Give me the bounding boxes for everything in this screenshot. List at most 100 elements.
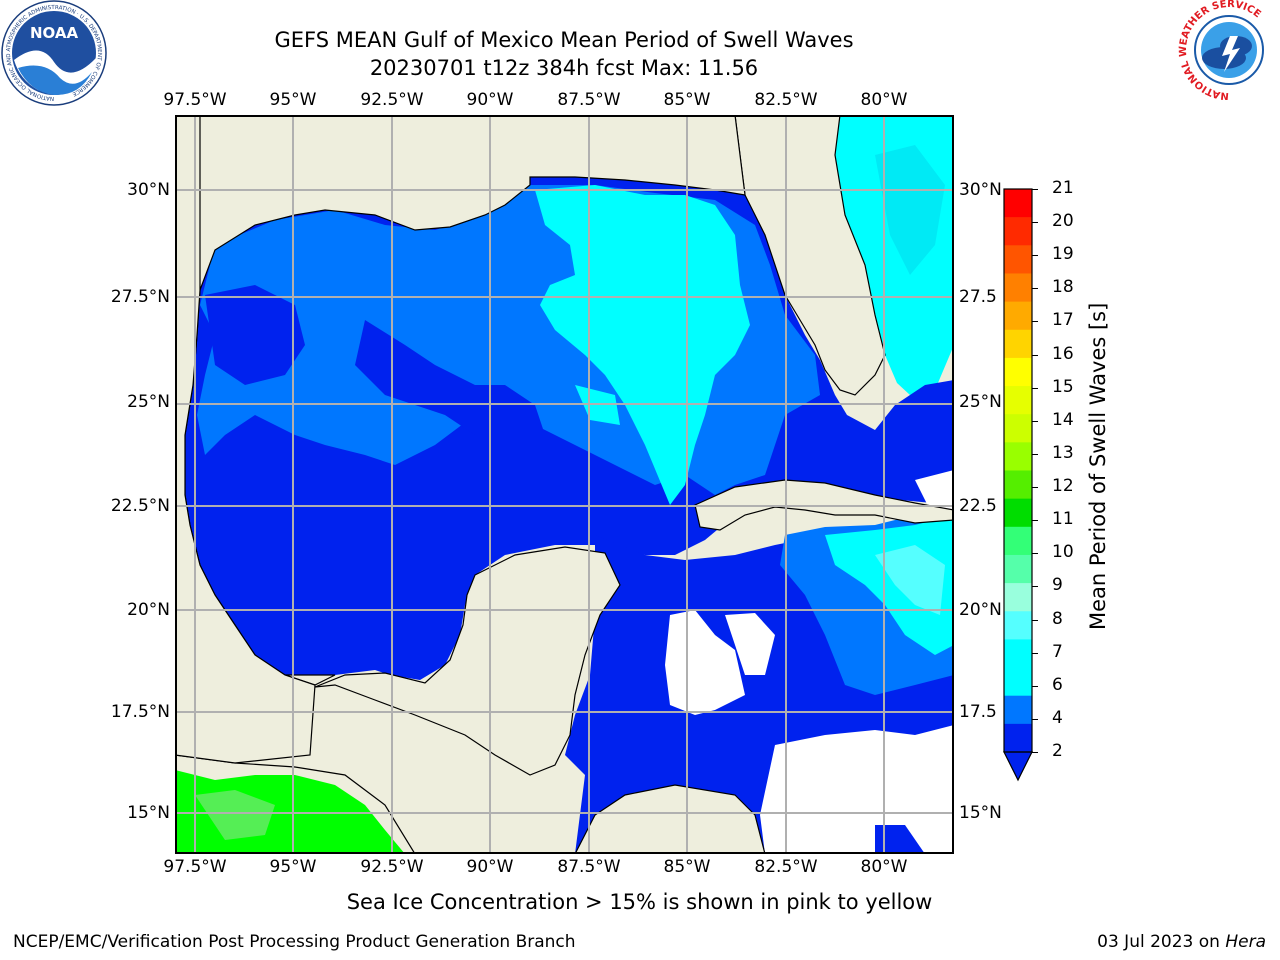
colorbar-swatch [1004, 470, 1032, 500]
colorbar-tick-mark [1032, 354, 1038, 356]
colorbar-tick-label: 11 [1052, 509, 1074, 530]
colorbar-swatch [1004, 273, 1032, 303]
colorbar-tick-label: 6 [1052, 674, 1063, 695]
colorbar-tick-mark [1032, 553, 1038, 555]
lon-label-bottom: 82.5°W [754, 857, 818, 877]
colorbar-swatch [1004, 498, 1032, 528]
colorbar-frame [1003, 188, 1033, 753]
noaa-logo: NOAA NATIONAL OCEANIC AND ATMOSPHERIC AD… [1, 0, 107, 106]
colorbar-swatch [1004, 301, 1032, 331]
lon-label-bottom: 97.5°W [163, 857, 227, 877]
lat-label-left: 30°N [127, 180, 170, 200]
footer-date: 03 Jul 2023 on Hera [1097, 932, 1266, 952]
map-gridlines [175, 115, 954, 854]
map-frame [175, 115, 954, 854]
colorbar-tick-label: 13 [1052, 442, 1074, 463]
colorbar-tick-mark [1032, 752, 1038, 753]
noaa-logo-text: NOAA [30, 24, 79, 42]
colorbar-tick-label: 15 [1052, 376, 1074, 397]
colorbar-tick-mark [1032, 619, 1038, 621]
yucatan-land [314, 546, 621, 776]
lat-label-right: 25°N [959, 392, 1002, 412]
colorbar-tick-mark [1032, 420, 1038, 422]
lat-label-right: 17.5 [959, 702, 997, 722]
lon-label-top: 97.5°W [163, 90, 227, 110]
colorbar-swatch [1004, 386, 1032, 415]
colorbar-swatch [1004, 245, 1032, 274]
lat-label-right: 30°N [959, 180, 1002, 200]
colorbar-tick-mark [1032, 520, 1038, 522]
colorbar-swatch [1004, 583, 1032, 612]
colorbar-tick-mark [1032, 222, 1038, 224]
colorbar-tick-mark [1032, 288, 1038, 290]
lon-label-bottom: 92.5°W [360, 857, 424, 877]
colorbar-tick-label: 10 [1052, 542, 1074, 563]
colorbar-tick-label: 18 [1052, 277, 1074, 298]
colorbar-tick-mark [1032, 652, 1038, 654]
colorbar-tick-mark [1032, 487, 1038, 489]
map-plot [175, 115, 954, 854]
colorbar-swatch [1004, 526, 1032, 556]
colorbar-tick-label: 14 [1052, 409, 1074, 430]
colorbar-swatch [1004, 639, 1032, 669]
lon-label-top: 85°W [663, 90, 711, 110]
colorbar-swatch [1004, 329, 1032, 359]
florida-land [734, 115, 886, 396]
colorbar-swatch [1004, 189, 1032, 218]
lon-label-top: 87.5°W [557, 90, 621, 110]
colorbar-tick-mark [1032, 718, 1038, 720]
lon-label-top: 82.5°W [754, 90, 818, 110]
colorbar-label: Mean Period of Swell Waves [s] [1086, 302, 1110, 630]
colorbar-tick-label: 7 [1052, 641, 1063, 662]
colorbar-tick-mark [1032, 586, 1038, 588]
colorbar-swatch [1004, 554, 1032, 584]
lon-label-bottom: 80°W [860, 857, 908, 877]
colorbar-tick-mark [1032, 255, 1038, 257]
lat-label-left: 15°N [127, 803, 170, 823]
colorbar-tick-mark [1032, 387, 1038, 389]
lat-label-left: 27.5°N [110, 287, 170, 307]
colorbar-swatch [1004, 217, 1032, 246]
colorbar-tick-label: 2 [1052, 741, 1063, 761]
colorbar-tick-label: 21 [1052, 178, 1074, 198]
colorbar-tick-label: 9 [1052, 575, 1063, 596]
colorbar-tick-label: 8 [1052, 608, 1063, 629]
colorbar-swatch [1004, 442, 1032, 471]
chart-title: GEFS MEAN Gulf of Mexico Mean Period of … [274, 28, 854, 52]
chart-subtitle: 20230701 t12z 384h fcst Max: 11.56 [369, 56, 759, 80]
footer-branch: NCEP/EMC/Verification Post Processing Pr… [13, 932, 576, 952]
lat-label-right: 27.5 [959, 287, 997, 307]
lon-label-top: 80°W [860, 90, 908, 110]
lon-label-bottom: 90°W [466, 857, 514, 877]
lon-label-top: 92.5°W [360, 90, 424, 110]
lon-label-bottom: 85°W [663, 857, 711, 877]
colorbar-tick-label: 20 [1052, 211, 1074, 232]
lon-label-top: 90°W [466, 90, 514, 110]
nws-logo: NATIONAL WEATHER SERVICE [1178, 0, 1278, 100]
colorbar [1003, 188, 1033, 782]
sea-ice-note: Sea Ice Concentration > 15% is shown in … [346, 890, 933, 914]
lat-label-right: 22.5 [959, 496, 997, 516]
lat-label-right: 15°N [959, 803, 1002, 823]
colorbar-ticks: 21 20 19 18 17 16 15 14 13 12 11 10 9 8 7 6 4 2 [1032, 178, 1090, 770]
colorbar-tick-label: 16 [1052, 343, 1074, 364]
colorbar-tick-mark [1032, 685, 1038, 687]
lat-label-left: 25°N [127, 392, 170, 412]
colorbar-extend-arrow [1003, 751, 1033, 782]
colorbar-tick-mark [1032, 321, 1038, 323]
lon-label-bottom: 95°W [269, 857, 317, 877]
lon-label-top: 95°W [269, 90, 317, 110]
colorbar-tick-label: 17 [1052, 310, 1074, 331]
colorbar-tick-mark [1032, 453, 1038, 455]
colorbar-swatch [1004, 695, 1032, 725]
colorbar-swatch [1004, 611, 1032, 640]
colorbar-swatch [1004, 357, 1032, 387]
colorbar-swatch [1004, 667, 1032, 697]
colorbar-tick-mark [1032, 189, 1038, 190]
colorbar-tick-label: 19 [1052, 244, 1074, 265]
lat-label-left: 17.5°N [110, 702, 170, 722]
colorbar-tick-label: 12 [1052, 476, 1074, 497]
lat-label-left: 20°N [127, 600, 170, 620]
lat-label-left: 22.5°N [110, 496, 170, 516]
lat-label-right: 20°N [959, 600, 1002, 620]
